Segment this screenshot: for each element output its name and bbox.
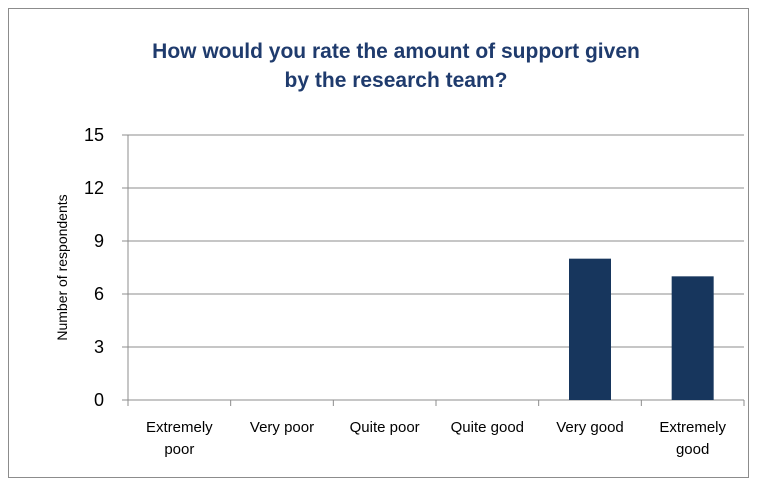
x-tick-label: Very poor: [250, 419, 314, 436]
x-tick-label: Very good: [556, 419, 624, 436]
bar-5: [671, 276, 714, 400]
x-tick-label: Quite good: [451, 419, 524, 436]
y-tick-label: 12: [84, 178, 104, 198]
x-tick-label: Quite poor: [350, 419, 420, 436]
x-tick-label: Extremely: [146, 419, 213, 436]
y-tick-label: 3: [94, 337, 104, 357]
x-tick-label: good: [676, 441, 709, 458]
chart-title-line: by the research team?: [285, 69, 508, 92]
x-tick-label: Extremely: [659, 419, 726, 436]
y-tick-label: 9: [94, 231, 104, 251]
bar-4: [569, 258, 611, 400]
y-tick-label: 6: [94, 284, 104, 304]
chart-title-line: How would you rate the amount of support…: [152, 40, 640, 63]
x-tick-label: poor: [164, 441, 194, 458]
y-tick-label: 0: [94, 390, 104, 410]
y-axis-title: Number of respondents: [54, 194, 70, 340]
y-tick-label: 15: [84, 125, 104, 145]
